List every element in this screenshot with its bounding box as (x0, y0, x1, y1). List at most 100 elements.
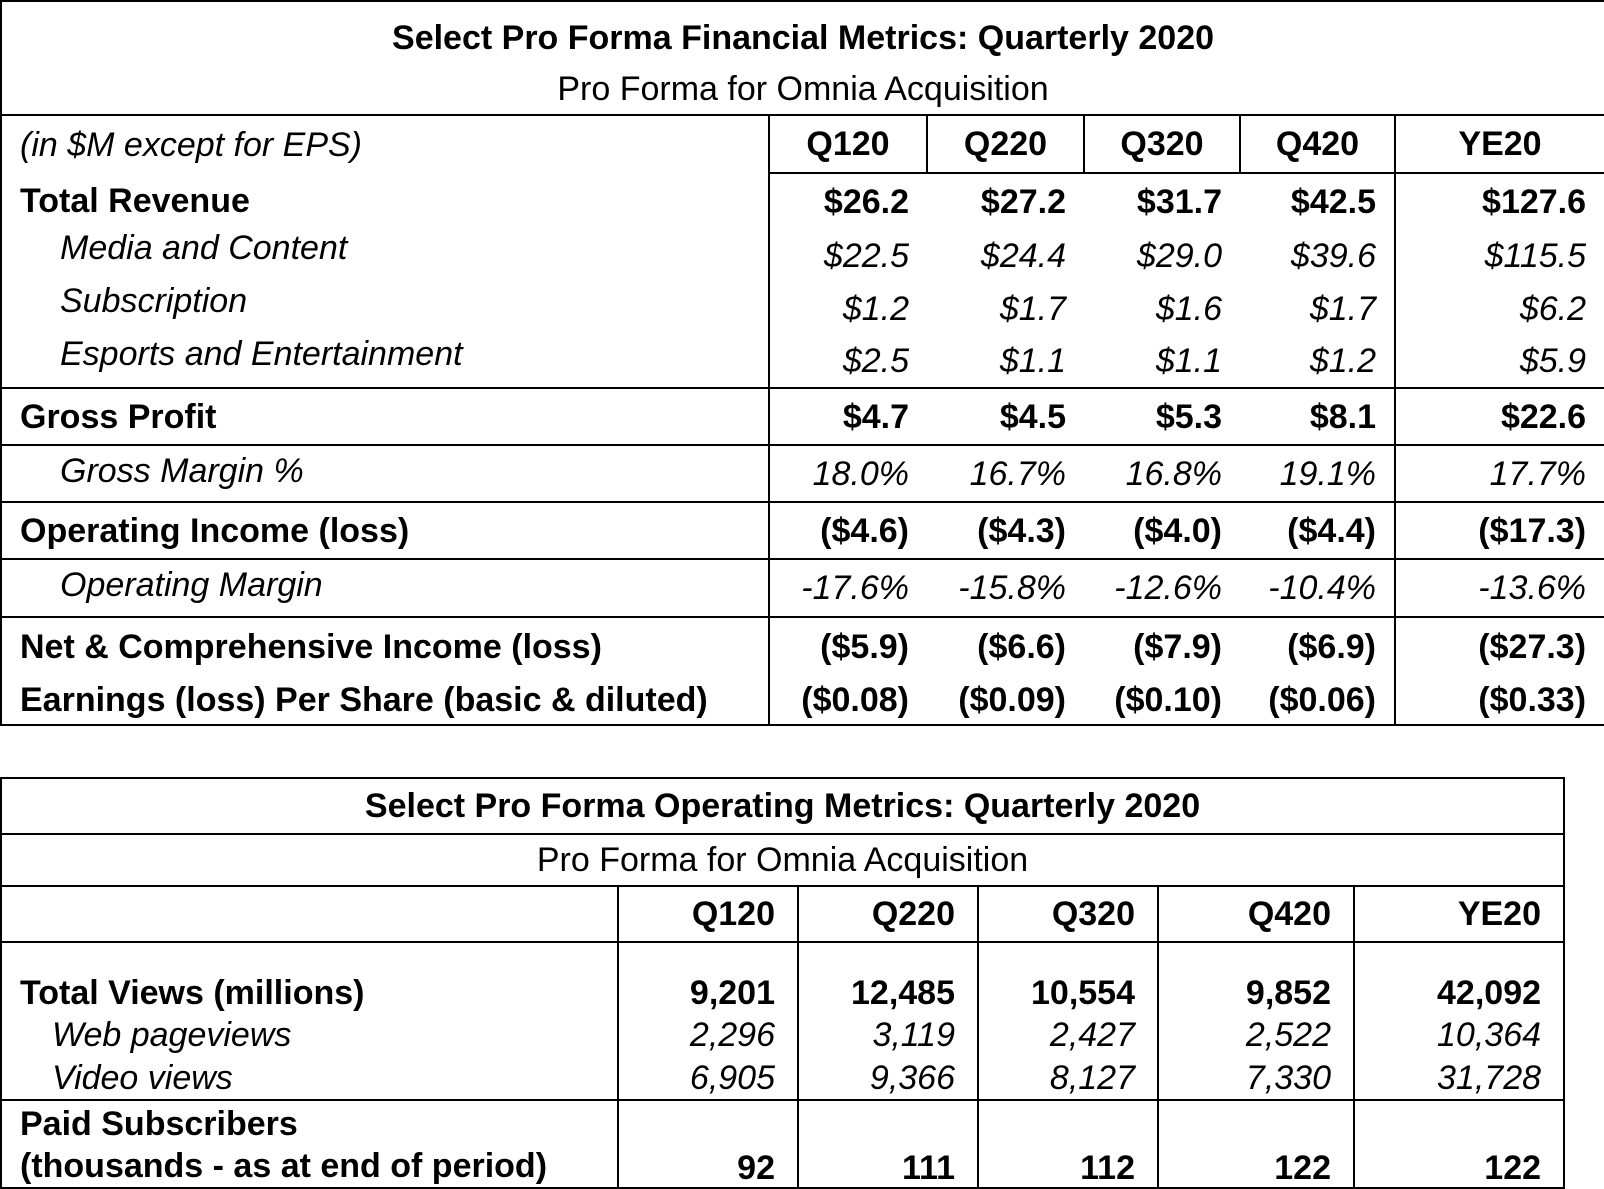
row-label: Gross Profit (1, 387, 769, 445)
table-row: Gross Profit $4.7 $4.5 $5.3 $8.1 $22.6 (1, 387, 1604, 445)
cell-value: $1.6 (1155, 289, 1222, 328)
cell-value: ($27.3) (1393, 616, 1604, 675)
cell-value: $1.2 (768, 282, 927, 335)
cell-value: ($0.33) (1393, 675, 1604, 725)
table-row: Operating Income (loss) ($4.6) ($4.3) ($… (1, 501, 1604, 559)
cell-value: $26.2 (768, 173, 927, 229)
cell-value: $27.2 (980, 182, 1066, 221)
cell-value: 16.7% (927, 444, 1084, 502)
cell-value: $127.6 (1393, 173, 1604, 229)
cell-value: ($6.9) (1240, 616, 1395, 675)
row-label: Net & Comprehensive Income (loss) (1, 616, 769, 675)
operating-table-title: Select Pro Forma Operating Metrics: Quar… (1, 778, 1565, 835)
cell-value: $39.6 (1290, 236, 1376, 275)
cell-value: ($0.06) (1268, 680, 1376, 719)
cell-value: ($4.0) (1084, 501, 1240, 559)
column-header: Q120 (768, 115, 927, 174)
cell-value: 112 (977, 1099, 1158, 1188)
cell-value: ($4.6) (768, 501, 927, 559)
cell-value: $8.1 (1240, 387, 1395, 445)
table-row: Net & Comprehensive Income (loss) ($5.9)… (1, 616, 1604, 675)
column-header: Q120 (617, 886, 798, 943)
cell-value: 18.0% (768, 444, 927, 502)
cell-value: 9,366 (797, 1056, 978, 1100)
column-header: Q220 (797, 886, 978, 943)
cell-value: $22.6 (1393, 387, 1604, 445)
column-header: Q220 (926, 115, 1084, 174)
column-header: YE20 (1352, 886, 1565, 943)
cell-value: 16.8% (1084, 444, 1240, 502)
cell-value: 122 (1352, 1099, 1565, 1188)
cell-value: $31.7 (1136, 182, 1222, 221)
cell-value: ($6.6) (927, 616, 1084, 675)
cell-value: ($5.9) (768, 616, 927, 675)
row-label: Operating Margin (1, 558, 769, 617)
row-label: Media and Content (60, 229, 348, 267)
cell-value: 2,427 (977, 1014, 1158, 1056)
operating-metrics-table: Select Pro Forma Operating Metrics: Quar… (0, 777, 1566, 1189)
row-label: Web pageviews (52, 1016, 292, 1054)
table-row: Operating Margin -17.6% -15.8% -12.6% -1… (1, 558, 1604, 617)
cell-value: -17.6% (768, 558, 927, 617)
cell-value: $4.5 (927, 387, 1084, 445)
cell-value: 12,485 (797, 942, 978, 1014)
cell-value: $42.5 (1290, 182, 1376, 221)
cell-value: 122 (1157, 1099, 1354, 1188)
row-label: Earnings (loss) Per Share (basic & dilut… (20, 680, 708, 719)
row-label: Video views (52, 1058, 233, 1097)
row-label: Operating Income (loss) (1, 501, 769, 559)
table-row: Esports and Entertainment $2.5 $1.1 $1.1… (1, 335, 1604, 388)
cell-value: $1.7 (999, 289, 1066, 328)
cell-value: 3,119 (797, 1014, 978, 1056)
cell-value: $6.2 (1393, 282, 1604, 335)
table-row: Web pageviews 2,296 3,119 2,427 2,522 10… (1, 1014, 1565, 1056)
cell-value: 92 (617, 1099, 798, 1188)
row-label-line2: (thousands - as at end of period) (20, 1147, 548, 1185)
cell-value: -13.6% (1393, 558, 1604, 617)
cell-value: -10.4% (1240, 558, 1395, 617)
cell-value: ($0.10) (1114, 680, 1222, 719)
cell-value: 111 (797, 1099, 978, 1188)
column-header: Q320 (977, 886, 1158, 943)
cell-value: $1.2 (1309, 342, 1376, 380)
cell-value: $5.9 (1393, 335, 1604, 388)
cell-value: $1.7 (1309, 289, 1376, 328)
cell-value: $1.1 (1155, 342, 1222, 380)
cell-value: $29.0 (1136, 236, 1222, 275)
table-row: Total Revenue $26.2 $27.2 $31.7 $42.5 $1… (1, 173, 1604, 229)
row-label: Esports and Entertainment (60, 335, 463, 373)
column-header: YE20 (1393, 115, 1604, 174)
cell-value: -15.8% (927, 558, 1084, 617)
column-header: Q320 (1083, 115, 1240, 174)
table-row: Subscription $1.2 $1.7 $1.6 $1.7 $6.2 (1, 282, 1604, 335)
cell-value: 19.1% (1240, 444, 1395, 502)
financial-table-subtitle: Pro Forma for Omnia Acquisition (1, 70, 1604, 116)
table-row: Gross Margin % 18.0% 16.7% 16.8% 19.1% 1… (1, 444, 1604, 502)
row-label: Subscription (60, 282, 248, 320)
table-row: Total Views (millions) 9,201 12,485 10,5… (1, 942, 1565, 1014)
row-label: Paid Subscribers (thousands - as at end … (1, 1099, 618, 1188)
financial-header-row: (in $M except for EPS) Q120 Q220 Q320 Q4… (1, 115, 1604, 174)
table-row: Paid Subscribers (thousands - as at end … (1, 1099, 1565, 1188)
cell-value: ($17.3) (1393, 501, 1604, 559)
row-label: Gross Margin % (1, 444, 769, 502)
cell-value: 2,522 (1157, 1014, 1354, 1056)
cell-value: $2.5 (768, 335, 927, 388)
cell-value: 9,852 (1157, 942, 1354, 1014)
cell-value: $5.3 (1084, 387, 1240, 445)
cell-value: ($0.09) (958, 680, 1066, 719)
row-label: Total Revenue (20, 182, 250, 220)
cell-value: 17.7% (1393, 444, 1604, 502)
empty-header-cell (1, 886, 618, 943)
cell-value: $24.4 (980, 236, 1066, 275)
cell-value: 10,364 (1352, 1014, 1565, 1056)
cell-value: ($4.3) (927, 501, 1084, 559)
cell-value: 42,092 (1352, 942, 1565, 1014)
cell-value: $1.1 (999, 342, 1066, 380)
cell-value: 6,905 (617, 1056, 798, 1100)
unit-note: (in $M except for EPS) (20, 125, 363, 164)
column-header: Q420 (1239, 115, 1395, 174)
column-header: Q420 (1157, 886, 1354, 943)
cell-value: 8,127 (977, 1056, 1158, 1100)
operating-table-subtitle: Pro Forma for Omnia Acquisition (1, 834, 1565, 887)
